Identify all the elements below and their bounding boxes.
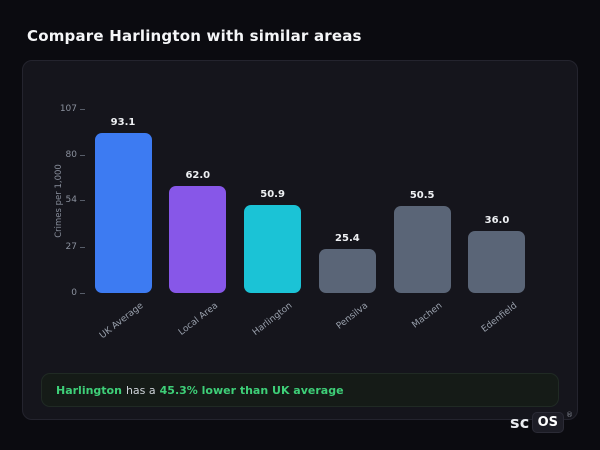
- note-area-name: Harlington: [56, 383, 122, 397]
- bar-group: 50.5 Machen: [386, 109, 458, 331]
- bar-value-label: 62.0: [185, 170, 211, 182]
- bar-value-label: 50.5: [409, 190, 435, 202]
- bar-value-label: 36.0: [484, 215, 510, 227]
- registered-trademark-icon: ®: [566, 411, 573, 419]
- bar-value-label: 25.4: [335, 233, 360, 245]
- y-tick-label: 107: [43, 104, 85, 114]
- bar-group: 93.1 UK Average: [87, 109, 159, 341]
- summary-note: Harlington has a 45.3% lower than UK ave…: [41, 373, 559, 407]
- bar-value-label: 50.9: [260, 189, 285, 201]
- scos-logo: sc OS ®: [509, 411, 573, 433]
- y-axis-title: Crimes per 1,000: [54, 164, 64, 238]
- y-tick-label: 0: [43, 288, 85, 298]
- y-tick-label: 80: [43, 150, 85, 160]
- chart-panel: Crimes per 1,000 107 80 54 27 0 93.1 UK Avera…: [22, 60, 578, 420]
- x-axis-label: Machen: [410, 301, 445, 331]
- logo-text-sc: sc: [509, 413, 530, 432]
- bar-group: 25.4 Pensilva: [311, 109, 383, 332]
- bar-group: 62.0 Local Area: [162, 109, 234, 338]
- chart-area: 107 80 54 27 0 93.1 UK Average 62.0 Local Area 5…: [60, 104, 533, 341]
- bar-uk-average[interactable]: [94, 132, 152, 293]
- note-connector: has a: [125, 383, 156, 397]
- x-axis-label: Edenfield: [479, 301, 520, 335]
- x-axis-label: UK Average: [97, 301, 146, 342]
- bar-edenfield[interactable]: [468, 231, 526, 293]
- x-axis-label: Pensilva: [334, 301, 370, 332]
- bar-local-area[interactable]: [169, 186, 227, 293]
- logo-badge-os: OS: [531, 412, 564, 433]
- bar-machen[interactable]: [393, 206, 451, 293]
- bar-value-label: 93.1: [110, 116, 136, 128]
- page-title: Compare Harlington with similar areas: [27, 27, 362, 45]
- plot-area: 93.1 UK Average 62.0 Local Area 50.9 Harlingt…: [87, 109, 533, 341]
- bar-group: 50.9 Harlington: [237, 109, 309, 338]
- bar-pensilva[interactable]: [318, 249, 376, 293]
- bar-group: 36.0 Edenfield: [461, 109, 533, 335]
- x-axis-label: Harlington: [251, 301, 295, 338]
- x-axis-label: Local Area: [176, 301, 220, 338]
- bar-harlington[interactable]: [244, 205, 302, 293]
- note-stat: 45.3% lower than UK average: [159, 383, 344, 397]
- y-tick-label: 27: [43, 242, 85, 252]
